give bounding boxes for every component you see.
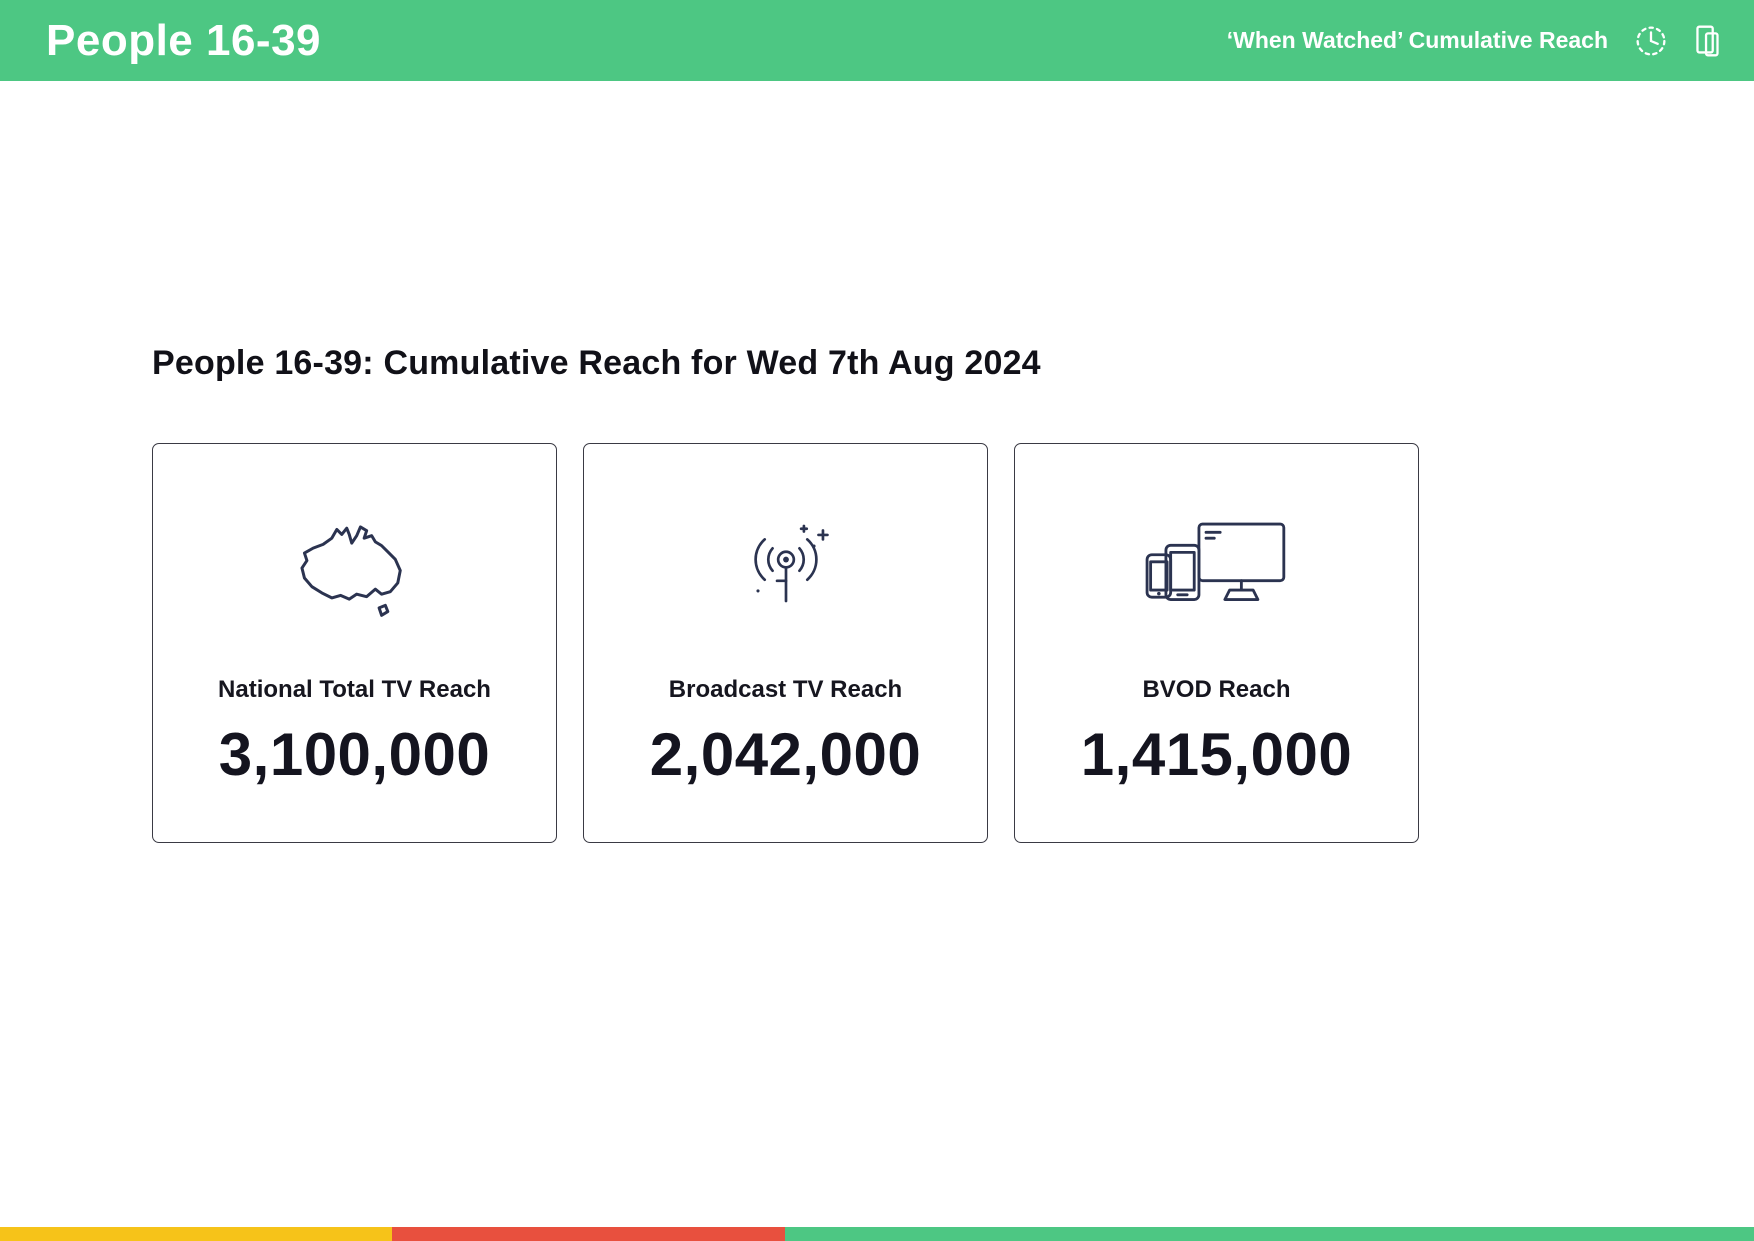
devices-toggle-icon[interactable] (1686, 20, 1728, 62)
page-title: People 16-39 (46, 15, 322, 65)
broadcast-tower-icon (730, 514, 842, 632)
australia-map-icon (292, 514, 416, 632)
header-right-group: ‘When Watched’ Cumulative Reach (1227, 20, 1728, 62)
stat-card-bvod: BVOD Reach 1,415,000 (1014, 443, 1419, 843)
stat-card-value: 1,415,000 (1080, 721, 1353, 788)
footer-strip-segment-red (392, 1227, 785, 1241)
footer-color-strip (0, 1227, 1754, 1241)
footer-strip-segment-yellow (0, 1227, 392, 1241)
stat-card-value: 3,100,000 (218, 721, 491, 788)
stat-card-label: Broadcast TV Reach (668, 676, 903, 703)
main-content: People 16-39: Cumulative Reach for Wed 7… (0, 344, 1754, 843)
section-title: People 16-39: Cumulative Reach for Wed 7… (152, 344, 1041, 382)
stat-card-label: BVOD Reach (1142, 676, 1291, 703)
stat-card-broadcast-tv: Broadcast TV Reach 2,042,000 (583, 443, 988, 843)
footer-strip-segment-green (785, 1227, 1754, 1241)
stat-card-value: 2,042,000 (649, 721, 922, 788)
header-subtitle: ‘When Watched’ Cumulative Reach (1226, 27, 1608, 53)
header-bar: People 16-39 ‘When Watched’ Cumulative R… (0, 0, 1754, 81)
clock-icon[interactable] (1630, 20, 1672, 62)
stat-card-national-total-tv: National Total TV Reach 3,100,000 (152, 443, 557, 843)
stat-card-label: National Total TV Reach (218, 676, 491, 703)
multi-device-icon (1140, 514, 1293, 632)
stat-cards-row: National Total TV Reach 3,100,000 (152, 443, 1602, 843)
